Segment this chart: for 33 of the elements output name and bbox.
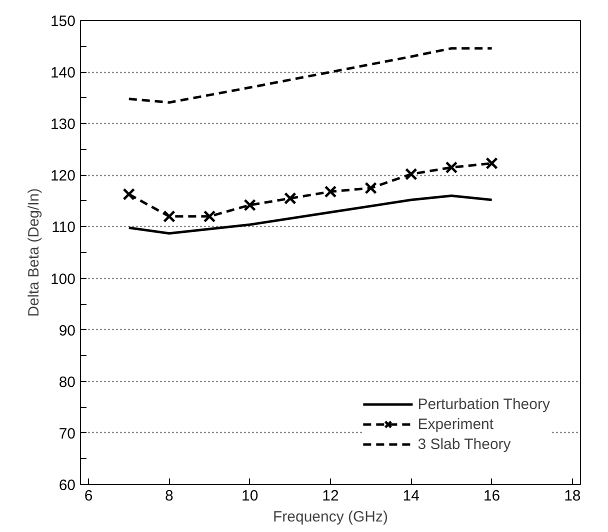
point <box>122 188 136 200</box>
point <box>486 157 498 170</box>
point <box>324 185 337 198</box>
y-tick-label: 100 <box>50 270 76 288</box>
line-series <box>128 194 494 235</box>
x-tick-label: 14 <box>402 488 420 504</box>
x-tick-label: 8 <box>165 488 174 504</box>
point <box>445 161 458 174</box>
x-tick-label: 6 <box>84 488 93 504</box>
point <box>284 192 296 205</box>
y-tick-label: 80 <box>58 374 76 391</box>
legend-label: Perturbation Theory <box>418 396 550 412</box>
x-tick-label: 12 <box>322 488 339 504</box>
y-tick-label: 140 <box>50 64 76 82</box>
x-tick-label: 16 <box>483 488 500 504</box>
legend-label: Experiment <box>418 416 494 432</box>
y-tick-label: 120 <box>50 168 76 185</box>
x-axis-title: Frequency (GHz) <box>272 508 388 526</box>
y-tick-label: 90 <box>58 322 76 340</box>
x-tick-label: 18 <box>564 488 581 504</box>
y-tick-label: 130 <box>50 116 76 134</box>
point <box>244 198 256 212</box>
y-tick-label: 70 <box>58 425 76 442</box>
y-tick-label: 110 <box>52 219 76 236</box>
point <box>203 210 216 223</box>
y-axis-title: Delta Beta (Deg/In) <box>25 188 42 317</box>
y-tick-label: 60 <box>58 477 76 494</box>
point <box>404 168 418 180</box>
legend-label: 3 Slab Theory <box>418 436 511 452</box>
x-tick-label: 10 <box>242 488 258 504</box>
point <box>163 210 176 223</box>
point <box>364 182 378 194</box>
y-tick-label: 150 <box>50 13 76 30</box>
